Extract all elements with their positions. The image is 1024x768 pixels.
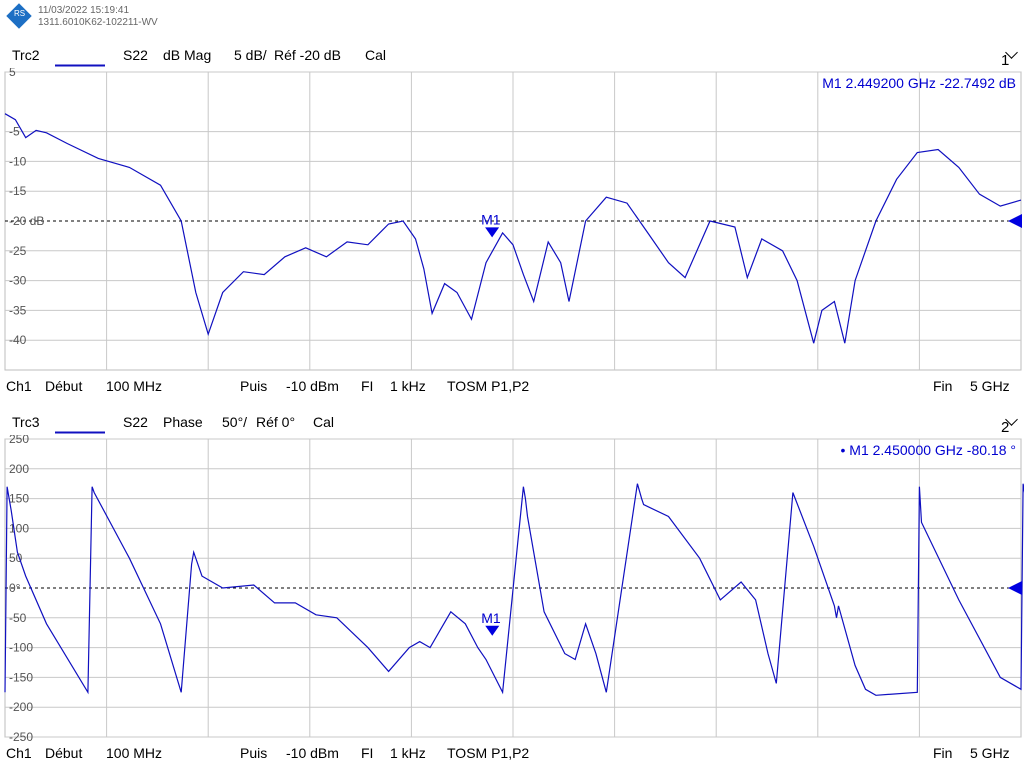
trace-format: dB Mag (163, 47, 212, 63)
channel-select-button-2[interactable]: 2 (1001, 413, 1018, 436)
footer-power-value: -10 dBm (286, 745, 339, 761)
marker-label: M1 (481, 211, 501, 227)
trace-header-trc3[interactable]: Trc3 S22 Phase 50°/ Réf 0° Cal 2 (0, 409, 1024, 437)
footer-stop-value: 5 GHz (970, 745, 1010, 761)
trace-reference: Réf -20 dB (274, 47, 341, 63)
channel-number: 2 (1001, 419, 1010, 436)
channel-footer-1: Ch1 Début 100 MHz Puis -10 dBm FI 1 kHz … (0, 376, 1024, 396)
channel-number: 1 (1001, 52, 1010, 69)
trace-param: S22 (123, 414, 148, 430)
footer-mode: TOSM P1,P2 (447, 745, 530, 761)
trace-line (4, 113, 1022, 344)
footer-start-label: Début (45, 378, 83, 394)
y-tick-label: 150 (9, 492, 29, 506)
y-tick-label: -10 (9, 154, 27, 168)
trace-param: S22 (123, 47, 148, 63)
trace-header-trc2[interactable]: Trc2 S22 dB Mag 5 dB/ Réf -20 dB Cal 1 (0, 42, 1024, 70)
footer-start-label: Début (45, 745, 83, 761)
y-tick-label: 100 (9, 521, 29, 535)
footer-if-label: FI (361, 378, 374, 394)
marker-readout: M1 2.449200 GHz -22.7492 dB (822, 75, 1016, 91)
trace-legend-line (55, 54, 105, 70)
footer-if-value: 1 kHz (390, 745, 426, 761)
logo-letter-r: RS (14, 9, 25, 18)
marker-readout: • M1 2.450000 GHz -80.18 ° (841, 442, 1017, 458)
footer-power-label: Puis (240, 745, 268, 761)
y-tick-label: -35 (9, 303, 27, 317)
y-tick-label: -150 (9, 670, 33, 684)
marker-triangle-icon (485, 227, 500, 238)
footer-power-value: -10 dBm (286, 378, 339, 394)
footer-start-value: 100 MHz (106, 378, 163, 394)
y-tick-label: 50 (9, 551, 23, 565)
timestamp: 11/03/2022 15:19:41 (38, 5, 130, 16)
footer-if-value: 1 kHz (390, 378, 426, 394)
trace-cal: Cal (313, 414, 335, 430)
y-tick-label: 5 (9, 68, 16, 79)
y-tick-label: 0° (9, 581, 21, 595)
channel-select-button-1[interactable]: 1 (1001, 46, 1018, 69)
serial-number: 1311.6010K62-102211-WV (38, 17, 158, 28)
trace-line (4, 483, 1024, 696)
y-tick-label: -30 (9, 274, 27, 288)
y-tick-label: -15 (9, 184, 27, 198)
footer-start-value: 100 MHz (106, 745, 163, 761)
footer-power-label: Puis (240, 378, 268, 394)
marker-label: M1 (481, 610, 501, 626)
y-tick-label: -250 (9, 730, 33, 741)
footer-channel: Ch1 (6, 378, 32, 394)
y-tick-label: 250 (9, 435, 29, 446)
trace-cal: Cal (365, 47, 387, 63)
channel-footer-2: Ch1 Début 100 MHz Puis -10 dBm FI 1 kHz … (0, 743, 1024, 763)
reference-arrow-icon (1008, 581, 1022, 595)
footer-if-label: FI (361, 745, 374, 761)
trace-legend-line (55, 421, 105, 437)
marker-triangle-icon (485, 625, 500, 636)
reference-arrow-icon (1008, 214, 1022, 228)
trace-name: Trc2 (12, 47, 40, 63)
phase-plot[interactable]: 250 200 150 100 50 0° -50 -100 -150 -200 -250 M1 • M… (0, 435, 1024, 741)
y-tick-label: -5 (9, 125, 20, 139)
y-tick-label: -50 (9, 611, 27, 625)
footer-stop-label: Fin (933, 378, 953, 394)
footer-mode: TOSM P1,P2 (447, 378, 530, 394)
footer-stop-value: 5 GHz (970, 378, 1010, 394)
rs-logo: RS (5, 2, 33, 30)
y-tick-label: -25 (9, 244, 27, 258)
trace-scale: 50°/ (222, 414, 248, 430)
footer-channel: Ch1 (6, 745, 32, 761)
y-tick-label: -100 (9, 641, 33, 655)
magnitude-plot[interactable]: 5 -5 -10 -15 -20 dB -25 -30 -35 -40 M1 M1 2.449200… (0, 68, 1024, 374)
trace-name: Trc3 (12, 414, 40, 430)
trace-reference: Réf 0° (256, 414, 296, 430)
y-tick-label: -200 (9, 700, 33, 714)
y-tick-label: 200 (9, 462, 29, 476)
y-tick-label: -40 (9, 333, 27, 347)
footer-stop-label: Fin (933, 745, 953, 761)
y-tick-label: -20 dB (9, 214, 44, 228)
trace-scale: 5 dB/ (234, 47, 267, 63)
trace-format: Phase (163, 414, 203, 430)
